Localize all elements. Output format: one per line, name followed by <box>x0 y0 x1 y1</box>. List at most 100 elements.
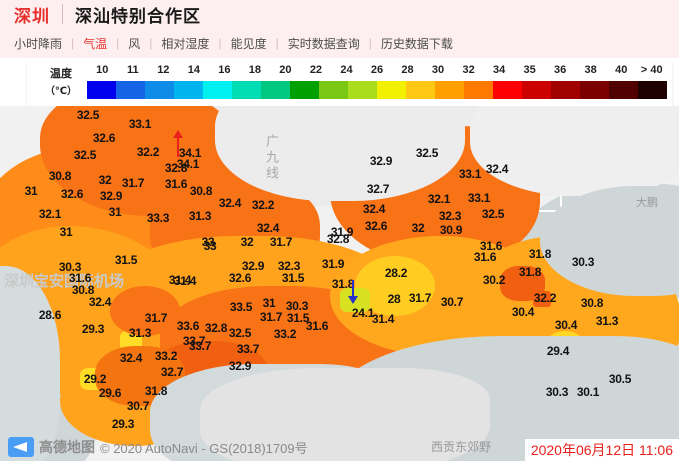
map-label-saikung: 西贡东郊野 <box>430 440 491 454</box>
legend-swatch <box>145 81 174 99</box>
temperature-value: 30.8 <box>71 283 95 297</box>
temperature-value: 32.4 <box>256 221 280 235</box>
temperature-value: 32.6 <box>60 187 84 201</box>
temperature-value: 32.5 <box>481 207 505 221</box>
arrow-down-icon <box>348 280 358 304</box>
temperature-value: 32.8 <box>164 161 188 175</box>
temperature-value: 31.6 <box>473 250 497 264</box>
legend-swatch <box>522 81 551 99</box>
temperature-value: 30.7 <box>440 295 464 309</box>
legend-swatch <box>203 81 232 99</box>
legend-tick: 12 <box>157 64 170 76</box>
title-divider <box>62 4 63 24</box>
temperature-value: 31.5 <box>281 271 305 285</box>
tab-4[interactable]: 相对湿度 <box>161 36 210 51</box>
legend-tick: 40 <box>615 64 628 76</box>
temperature-value: 32 <box>240 235 254 249</box>
temperature-value: 32.2 <box>251 198 275 212</box>
legend-swatch <box>435 81 464 99</box>
legend-tick: 36 <box>554 64 567 76</box>
map-canvas[interactable]: 广九线 深圳宝安国际机场 大鹏 32.5 33.1 32.6 32.5 32.2 34.1… <box>0 106 679 461</box>
temperature-value: 32.8 <box>204 321 228 335</box>
temperature-value: 32.4 <box>88 295 112 309</box>
page-header: 深圳 深汕特别合作区 小时降雨 | 气温 | 风 | 相对湿度 | 能见度 | 实时数据查询 | 历史数… <box>0 0 679 58</box>
temperature-value: 31.5 <box>286 311 310 325</box>
legend-tick-labels: 10 11 12 14 16 18 20 22 24 26 28 30 32 34 35 36 38 40 > 40 <box>87 64 667 80</box>
temperature-value: 32.5 <box>73 148 97 162</box>
map-label-airport: 深圳宝安国际机场 <box>4 273 125 290</box>
temperature-value: 32.3 <box>438 209 462 223</box>
legend-swatch <box>319 81 348 99</box>
temperature-value: 31.6 <box>164 177 188 191</box>
temperature-value: 32.5 <box>76 108 100 122</box>
tab-3[interactable]: 风 <box>128 36 141 51</box>
temperature-value: 31.4 <box>371 312 395 326</box>
temperature-value: 30.8 <box>580 296 604 310</box>
temperature-value: 28 <box>387 292 401 306</box>
temperature-value: 31.8 <box>144 384 168 398</box>
legend-tick: 35 <box>523 64 536 76</box>
timestamp-text: 2020年06月12日 11:06 <box>530 442 673 458</box>
legend-tick: 14 <box>187 64 200 76</box>
temperature-value: 31.8 <box>518 265 542 279</box>
tab-6[interactable]: 实时数据查询 <box>287 36 360 51</box>
temperature-value: 33.2 <box>154 349 178 363</box>
legend-swatch <box>232 81 261 99</box>
temperature-value: 32.7 <box>366 182 390 196</box>
temperature-value: 32.4 <box>119 351 143 365</box>
legend-tick: 26 <box>370 64 384 76</box>
brand-logo[interactable]: 深圳 <box>14 6 50 26</box>
legend-tick: 28 <box>401 64 414 76</box>
legend-tick: 38 <box>584 64 597 76</box>
legend-swatch <box>290 81 319 99</box>
tab-1[interactable]: 小时降雨 <box>14 36 63 51</box>
temperature-value: 30.2 <box>482 273 506 287</box>
temperature-value: 33.5 <box>229 300 253 314</box>
legend-swatch <box>377 81 406 99</box>
legend-tick: > 40 <box>640 64 663 76</box>
temperature-value: 31 <box>59 225 73 239</box>
temperature-value: 32.8 <box>326 232 350 246</box>
legend-unit: （℃） <box>44 86 78 97</box>
tab-separator: | <box>368 36 372 50</box>
tab-separator: | <box>71 36 75 50</box>
max-temperature-value: 34.1 <box>176 157 200 171</box>
legend-swatch <box>261 81 290 99</box>
temperature-value: 31.4 <box>173 274 197 288</box>
legend-swatch <box>609 81 638 99</box>
temperature-value: 29.3 <box>81 322 105 336</box>
temperature-value: 32.2 <box>533 291 557 305</box>
temperature-value: 32.9 <box>369 154 393 168</box>
temperature-value: 32 <box>411 221 425 235</box>
tab-2[interactable]: 气温 <box>83 36 108 51</box>
temperature-value: 32.9 <box>228 359 252 373</box>
temperature-value: 30.1 <box>576 385 600 399</box>
land-mask-north <box>215 106 465 201</box>
legend-swatch <box>551 81 580 99</box>
arrow-up-icon <box>173 130 183 157</box>
temperature-value: 32 <box>98 173 112 187</box>
tab-separator: | <box>116 36 120 50</box>
temperature-value: 31.3 <box>128 326 152 340</box>
temperature-value: 31.4 <box>168 273 192 287</box>
temperature-value: 30.3 <box>285 299 309 313</box>
temperature-value: 32.9 <box>241 259 265 273</box>
temperature-value: 31 <box>108 205 122 219</box>
temperature-value: 32.7 <box>160 365 184 379</box>
temperature-value: 30.9 <box>439 223 463 237</box>
temperature-value: 31.6 <box>479 239 503 253</box>
temperature-value: 31.8 <box>331 277 355 291</box>
legend-color-bar <box>87 81 667 99</box>
temperature-value: 32.5 <box>228 326 252 340</box>
temperature-value: 32.1 <box>427 192 451 206</box>
legend-tick: 10 <box>96 64 109 76</box>
map-label-guangjiu: 广九线 <box>264 134 279 182</box>
tab-5[interactable]: 能见度 <box>230 36 267 51</box>
temperature-value: 30.4 <box>511 305 535 319</box>
legend-tick: 11 <box>126 64 139 76</box>
temperature-field <box>0 106 679 461</box>
tab-7[interactable]: 历史数据下载 <box>380 36 453 51</box>
temperature-value: 32.6 <box>228 271 252 285</box>
legend-swatch <box>493 81 522 99</box>
